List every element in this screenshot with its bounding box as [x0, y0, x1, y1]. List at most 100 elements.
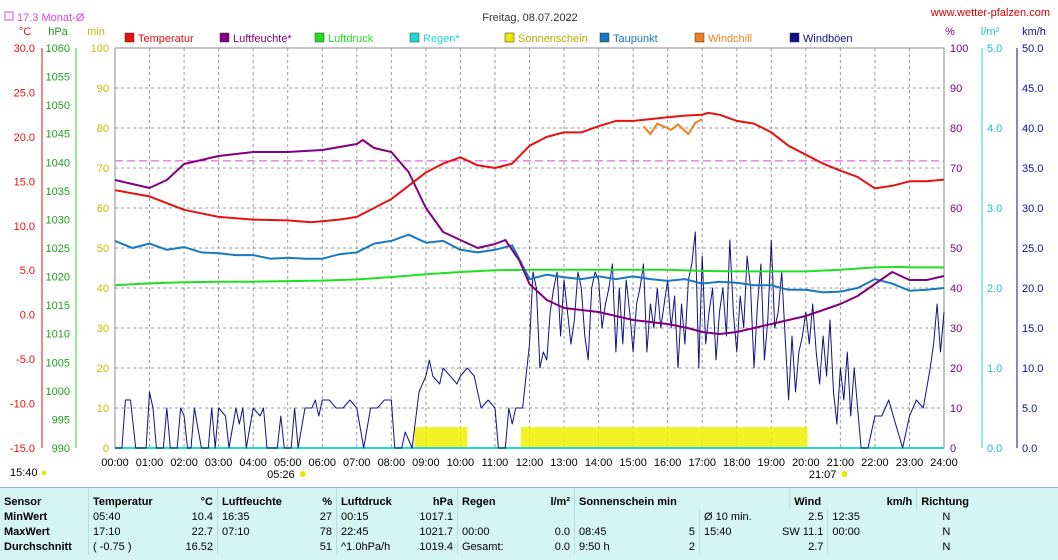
y-tick-min: 100: [91, 43, 109, 55]
y-tick-temp: 25.0: [14, 87, 35, 99]
y-tick-min: 90: [97, 83, 109, 95]
stats-cell-wind-val: 2.5: [808, 510, 824, 523]
series-line-luftdruck: [114, 265, 944, 287]
y-tick-rain: 2.0: [987, 283, 1002, 295]
x-tick: 23:00: [896, 457, 924, 469]
x-tick: 08:00: [378, 457, 406, 469]
stats-row: Durchschnitt ( -0.75 ) 16.52 51 ^1.0hPa/h 101…: [0, 539, 1058, 554]
y-tick-min: 70: [97, 163, 109, 175]
x-tick: 16:00: [654, 457, 682, 469]
stats-cell-temp-time: 05:40: [88, 509, 167, 524]
legend-swatch: [599, 32, 610, 43]
x-tick: 07:00: [343, 457, 371, 469]
y-tick-hpa: 1015: [46, 300, 70, 312]
x-tick: 11:00: [482, 457, 509, 469]
legend-swatch: [314, 32, 325, 43]
stats-cell-temp-val: 22.7: [191, 525, 213, 538]
series-line-windböen: [115, 231, 945, 449]
y-tick-wind: 25.0: [1022, 243, 1043, 255]
stats-cell-wind-time: 15:40: [699, 524, 778, 539]
y-tick-pct: 100: [950, 43, 968, 55]
y-tick-hpa: 1050: [46, 100, 70, 112]
stats-cell-press-val: 1021.7: [419, 525, 453, 538]
current-time-label: 15:40: [10, 467, 38, 479]
monthly-average-icon: [4, 11, 14, 21]
y-tick-pct: 10: [950, 403, 962, 415]
legend-item: Temperatur: [138, 33, 194, 45]
y-tick-pct: 90: [950, 83, 962, 95]
axis-unit-left: °C: [19, 26, 31, 38]
y-tick-hpa: 1000: [46, 386, 70, 398]
x-tick: 14:00: [585, 457, 613, 469]
temp-header: Temperatur: [88, 488, 167, 509]
axis-unit-right: km/h: [1022, 26, 1046, 38]
axis-unit-left: min: [87, 26, 105, 38]
legend-swatch: [789, 32, 800, 43]
stats-cell-hum-val: 78: [319, 525, 332, 538]
wind-header: Wind: [789, 488, 869, 509]
y-tick-min: 30: [97, 323, 109, 335]
stats-cell-hum-val: 27: [319, 510, 332, 523]
series-line-luftfeuchte: [114, 139, 945, 335]
y-tick-hpa: 990: [52, 443, 70, 455]
y-tick-min: 80: [97, 123, 109, 135]
x-tick: 19:00: [758, 457, 786, 469]
chart-title: Freitag, 08.07.2022: [482, 12, 577, 24]
stats-header-row: Sensor Temperatur °C Luftfeuchte % Luftd…: [0, 488, 1058, 509]
legend-swatch: [124, 32, 135, 43]
x-tick: 02:00: [170, 457, 198, 469]
y-tick-hpa: 1040: [46, 157, 70, 169]
y-tick-wind: 35.0: [1022, 163, 1043, 175]
y-tick-pct: 80: [950, 123, 962, 135]
y-tick-temp: 0.0: [20, 310, 35, 322]
stats-cell-hum-val: 51: [319, 540, 332, 553]
y-tick-wind: 20.0: [1022, 283, 1043, 295]
y-tick-temp: 5.0: [20, 265, 35, 277]
x-tick: 12:00: [516, 457, 544, 469]
y-tick-wind: 10.0: [1022, 363, 1043, 375]
x-tick: 06:00: [308, 457, 336, 469]
stats-cell-press-val: 1017.1: [419, 510, 453, 523]
press-header: Luftdruck: [336, 488, 407, 509]
y-tick-rain: 0.0: [987, 443, 1002, 455]
wind-unit: km/h: [886, 495, 913, 508]
dir-header: Richtung: [916, 488, 986, 509]
x-tick: 00:00: [101, 457, 129, 469]
stats-cell-wind-val: 2.7: [808, 540, 824, 553]
stats-cell-temp-val: 10.4: [191, 510, 213, 523]
legend-item: Windböen: [803, 33, 853, 45]
statistics-table: Sensor Temperatur °C Luftfeuchte % Luftd…: [0, 487, 1058, 560]
stats-cell-wind-val: SW 11.1: [782, 525, 824, 538]
hum-unit: %: [322, 495, 332, 508]
stats-cell-rain-val: 0.0: [554, 525, 570, 538]
y-tick-hpa: 1010: [46, 329, 70, 341]
legend-swatch: [409, 32, 420, 43]
x-tick: 03:00: [205, 457, 233, 469]
stats-cell-rain-time: 00:00: [457, 524, 526, 539]
y-tick-pct: 50: [950, 243, 962, 255]
stats-row: MaxWert 17:10 22.7 07:10 78 22:45 1021.7 00:00 0…: [0, 524, 1058, 539]
y-tick-hpa: 1045: [46, 129, 70, 141]
y-tick-wind: 5.0: [1022, 403, 1037, 415]
legend-item: Luftdruck: [328, 33, 374, 45]
y-tick-wind: 45.0: [1022, 83, 1043, 95]
series-line-taupunkt: [114, 233, 945, 294]
stats-cell-temp-time: ( -0.75 ): [88, 539, 167, 554]
stats-cell-hum-time: 16:35: [217, 509, 296, 524]
press-unit: hPa: [432, 495, 453, 508]
stats-cell-label: MinWert: [4, 510, 48, 523]
sunset-icon: [841, 471, 848, 477]
legend-swatch: [694, 32, 705, 43]
stats-cell-sun-time: 08:45: [574, 524, 653, 539]
y-tick-hpa: 1055: [46, 72, 70, 84]
weather-chart: Freitag, 08.07.2022 www.wetter-pfalzen.co…: [4, 7, 1050, 481]
stats-cell-press-time: 00:15: [336, 509, 407, 524]
stats-cell-dir-val: N: [942, 525, 951, 538]
y-tick-temp: -10.0: [10, 399, 35, 411]
stats-cell-temp-time: 17:10: [88, 524, 167, 539]
stats-cell-label: MaxWert: [4, 525, 50, 538]
x-tick: 15:00: [619, 457, 647, 469]
x-tick: 10:00: [447, 457, 475, 469]
x-tick: 09:00: [412, 457, 440, 469]
y-tick-wind: 50.0: [1022, 43, 1043, 55]
